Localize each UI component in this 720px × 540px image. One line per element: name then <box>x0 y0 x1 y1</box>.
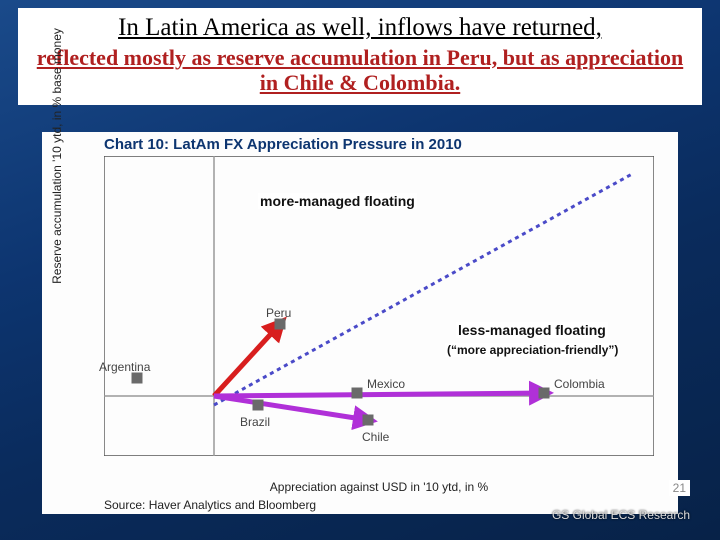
slide-number: 21 <box>669 480 690 496</box>
data-point <box>539 388 550 399</box>
point-label: Peru <box>266 306 291 320</box>
data-point <box>275 319 286 330</box>
chart-plot: Reserve accumulation '10 ytd, in % base … <box>104 156 654 456</box>
point-label: Brazil <box>240 415 270 429</box>
chart-xlabel: Appreciation against USD in '10 ytd, in … <box>104 480 654 494</box>
data-point <box>253 400 264 411</box>
point-label: Argentina <box>99 360 150 374</box>
chart-annotation: more-managed floating <box>258 193 417 209</box>
chart-annotation: less-managed floating <box>456 322 608 338</box>
data-point <box>352 388 363 399</box>
chart-annotation: (“more appreciation-friendly”) <box>445 343 620 357</box>
chart-ylabel: Reserve accumulation '10 ytd, in % base … <box>50 6 64 306</box>
chart-source: Source: Haver Analytics and Bloomberg <box>104 498 316 512</box>
slide-title: In Latin America as well, inflows have r… <box>30 14 690 43</box>
title-card: In Latin America as well, inflows have r… <box>18 8 702 105</box>
slide-subtitle: reflected mostly as reserve accumulation… <box>30 45 690 96</box>
slide-credit: GS Global ECS Research <box>552 508 690 522</box>
data-point <box>363 415 374 426</box>
data-point <box>132 373 143 384</box>
point-label: Colombia <box>554 377 605 391</box>
point-label: Chile <box>362 430 389 444</box>
point-label: Mexico <box>367 377 405 391</box>
chart-card: Chart 10: LatAm FX Appreciation Pressure… <box>42 132 678 514</box>
chart-title: Chart 10: LatAm FX Appreciation Pressure… <box>104 136 462 153</box>
